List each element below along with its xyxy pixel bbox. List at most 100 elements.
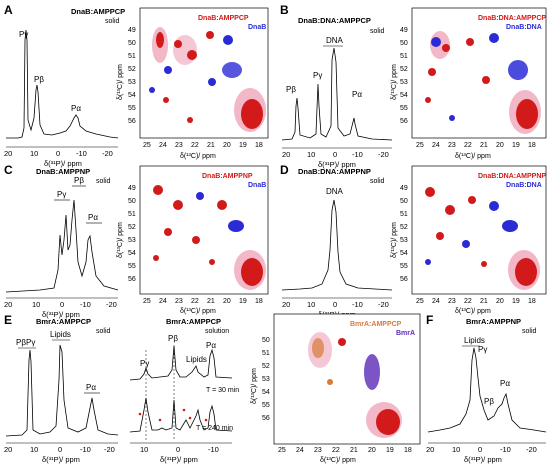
tick: 19 bbox=[386, 447, 394, 454]
tick: 52 bbox=[128, 224, 136, 231]
panel-c-title: DnaB:AMPPNP bbox=[36, 167, 90, 176]
tick: 0 bbox=[478, 445, 482, 454]
tick: 54 bbox=[128, 92, 136, 99]
legend-blue: DnaB:DNA bbox=[506, 24, 542, 31]
panel-f-title: BmrA:AMPPNP bbox=[466, 317, 521, 326]
panel-letter-c: C bbox=[4, 163, 13, 177]
tick: 10 bbox=[307, 300, 315, 309]
tick: 19 bbox=[512, 298, 520, 305]
x-axis-label: δ(³¹P)/ ppm bbox=[44, 159, 82, 168]
x-axis-label: δ(¹³C)/ ppm bbox=[180, 308, 216, 315]
tick: 25 bbox=[416, 142, 424, 149]
tick: 52 bbox=[128, 66, 136, 73]
panel-e-2d-xaxis: 25 24 23 22 21 20 19 18 δ(¹³C)/ ppm bbox=[278, 447, 412, 464]
tick: 23 bbox=[448, 298, 456, 305]
x-axis-label: δ(¹³C)/ ppm bbox=[455, 153, 491, 160]
tick: 20 bbox=[496, 298, 504, 305]
peak-label-dna: DNA bbox=[326, 36, 344, 45]
tick: 0 bbox=[58, 445, 62, 454]
tick: 23 bbox=[175, 142, 183, 149]
tick: 23 bbox=[448, 142, 456, 149]
peak-label-pgamma: Pγ bbox=[19, 30, 28, 39]
tick: 0 bbox=[56, 149, 60, 158]
tick: 49 bbox=[128, 27, 136, 34]
tick: 56 bbox=[262, 415, 270, 422]
peak-label-pbeta: Pβ bbox=[34, 75, 44, 84]
panel-f-31p-spectrum: Lipids Pγ Pβ Pα bbox=[427, 336, 547, 444]
legend-blue: DnaB bbox=[248, 182, 266, 189]
tick: -20 bbox=[106, 300, 117, 309]
tick: 18 bbox=[528, 298, 536, 305]
panel-f: F BmrA:AMPPNP solid Lipids Pγ Pβ Pα 20 1… bbox=[426, 313, 547, 464]
tick: 55 bbox=[400, 263, 408, 270]
legend-blue: DnaB:DNA bbox=[506, 182, 542, 189]
panel-d-2d-xaxis: 25 24 23 22 21 20 19 18 δ(¹³C)/ ppm bbox=[416, 298, 536, 315]
tick: 20 bbox=[4, 300, 12, 309]
panel-a-2d-yaxis: 49 50 51 52 53 54 55 56 δ(¹³C)/ ppm bbox=[117, 27, 136, 125]
panel-e-solution-title: BmrA:AMPPCP bbox=[166, 317, 221, 326]
panel-d-31p-spectrum: DNA bbox=[281, 187, 393, 299]
tick: 53 bbox=[128, 237, 136, 244]
panel-c-state: solid bbox=[96, 178, 111, 185]
tick: 49 bbox=[400, 185, 408, 192]
x-axis-label: δ(³¹P)/ ppm bbox=[42, 310, 80, 319]
panel-e-solution-xaxis: 10 0 -10 δ(³¹P)/ ppm bbox=[140, 445, 219, 464]
x-axis-label: δ(³¹P)/ ppm bbox=[42, 455, 80, 464]
panel-a-xaxis: 20 10 0 -10 -20 δ(³¹P)/ ppm bbox=[4, 149, 113, 168]
x-axis-label: δ(³¹P)/ ppm bbox=[318, 160, 356, 169]
peak-label-palpha: Pα bbox=[88, 213, 98, 222]
tick: 51 bbox=[128, 53, 136, 60]
tick: 10 bbox=[32, 300, 40, 309]
tick: 20 bbox=[223, 298, 231, 305]
tick: 52 bbox=[262, 363, 270, 370]
tick: 54 bbox=[400, 92, 408, 99]
tick: 24 bbox=[159, 142, 167, 149]
tick: 56 bbox=[400, 276, 408, 283]
panel-d-2d-spectrum: DnaB:DNA:AMPPNP DnaB:DNA bbox=[411, 165, 546, 295]
tick: 24 bbox=[159, 298, 167, 305]
panel-e-title: BmrA:AMPPCP bbox=[36, 317, 91, 326]
x-axis-label: δ(¹³C)/ ppm bbox=[180, 153, 216, 160]
x-axis-label: δ(³¹P)/ ppm bbox=[464, 455, 502, 464]
peak-label-pbeta: Pβ bbox=[286, 85, 296, 94]
tick: 22 bbox=[191, 142, 199, 149]
tick: 23 bbox=[175, 298, 183, 305]
peak-label-palpha: Pα bbox=[86, 383, 96, 392]
panel-a: A DnaB:AMPPCP solid Pγ Pβ Pα 20 10 0 -10… bbox=[4, 3, 269, 168]
tick: 21 bbox=[350, 447, 358, 454]
tick: -20 bbox=[104, 445, 115, 454]
panel-c-xaxis: 20 10 0 -10 -20 δ(³¹P)/ ppm bbox=[4, 300, 117, 319]
tick: 0 bbox=[176, 445, 180, 454]
tick: 55 bbox=[128, 263, 136, 270]
tick: 18 bbox=[404, 447, 412, 454]
panel-e: E BmrA:AMPPCP solid Pβ Pγ Lipids Pα 20 1… bbox=[4, 313, 421, 464]
tick: -10 bbox=[500, 445, 511, 454]
panel-b-2d-xaxis: 25 24 23 22 21 20 19 18 δ(¹³C)/ ppm bbox=[416, 142, 536, 160]
peak-label-dna: DNA bbox=[326, 187, 344, 196]
tick: 21 bbox=[207, 142, 215, 149]
tick: 21 bbox=[480, 142, 488, 149]
tick: 20 bbox=[282, 300, 290, 309]
tick: 25 bbox=[278, 447, 286, 454]
legend-orange: BmrA:AMPPCP bbox=[350, 321, 402, 328]
panel-letter-b: B bbox=[280, 3, 289, 17]
tick: 20 bbox=[282, 150, 290, 159]
panel-a-title: DnaB:AMPPCP bbox=[71, 7, 125, 16]
panel-a-state: solid bbox=[105, 18, 120, 25]
tick: 52 bbox=[400, 224, 408, 231]
y-axis-label: δ(¹³C)/ ppm bbox=[117, 64, 124, 100]
legend-purple: BmrA bbox=[396, 330, 415, 337]
tick: 53 bbox=[400, 79, 408, 86]
peak-label-pbeta: Pβ bbox=[16, 338, 26, 347]
tick: 22 bbox=[464, 298, 472, 305]
panel-a-2d-spectrum: DnaB:AMPPCP DnaB bbox=[139, 7, 269, 139]
y-axis-label: δ(¹³C)/ ppm bbox=[391, 64, 398, 100]
panel-e-solution-spectra: Pγ Pβ Lipids Pα T = 30 min T = 240 min bbox=[129, 334, 239, 444]
tick: -20 bbox=[378, 300, 389, 309]
tick: 10 bbox=[452, 445, 460, 454]
tick: 0 bbox=[60, 300, 64, 309]
panel-c: C DnaB:AMPPNP solid Pγ Pβ Pα 20 10 0 -10… bbox=[4, 163, 269, 319]
panel-d-state: solid bbox=[370, 178, 385, 185]
